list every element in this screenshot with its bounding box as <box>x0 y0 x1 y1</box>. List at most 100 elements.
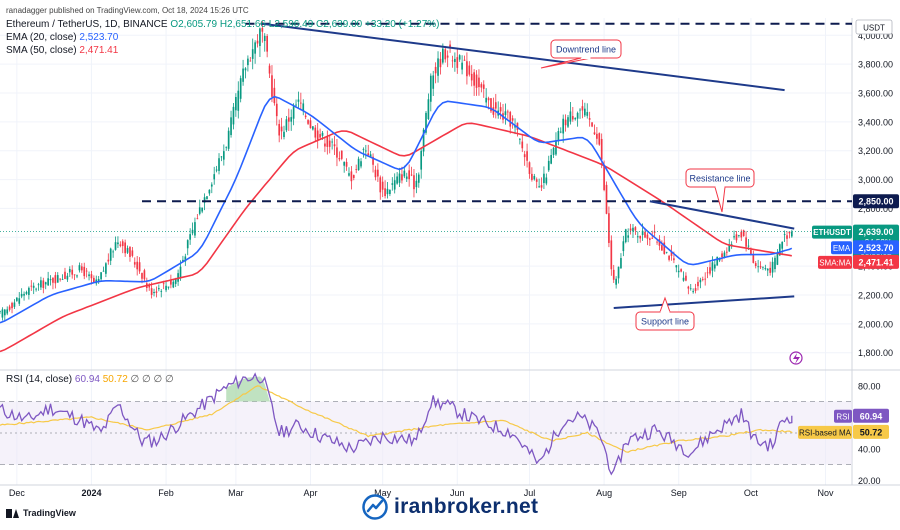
support-line <box>613 295 795 309</box>
candle-body <box>754 263 757 267</box>
candle-body <box>511 118 514 121</box>
time-tick-label: Oct <box>744 488 759 498</box>
candle-body <box>586 112 589 116</box>
rsi-legend[interactable]: RSI (14, close) 60.94 50.72 ∅ ∅ ∅ ∅ <box>6 374 174 386</box>
candle-body <box>584 108 586 116</box>
candle-body <box>136 261 139 270</box>
ema-legend[interactable]: EMA (20, close) 2,523.70 <box>6 32 118 44</box>
candle-body <box>646 234 649 239</box>
candle-body <box>239 78 242 99</box>
candle-body <box>165 285 167 291</box>
candle-body <box>432 75 435 89</box>
candle-body <box>528 162 531 174</box>
candle-body <box>639 235 642 239</box>
candle-body <box>417 174 420 183</box>
candle-body <box>179 266 182 278</box>
candle-body <box>88 274 90 277</box>
candle-body <box>781 241 784 249</box>
candle-body <box>429 75 432 102</box>
candle-body <box>350 171 353 182</box>
candle-body <box>3 309 6 316</box>
rsi-ma-value-tag-label: 50.72 <box>860 427 883 437</box>
candle-body <box>752 254 755 263</box>
candle-body <box>757 266 759 268</box>
candle-body <box>117 242 119 245</box>
candle-body <box>670 251 673 256</box>
candle-body <box>261 27 264 32</box>
candle-body <box>629 228 632 231</box>
candle-body <box>677 270 680 273</box>
candle-body <box>463 59 466 61</box>
candle-body <box>413 175 415 190</box>
candle-body <box>114 242 117 250</box>
candle-body <box>456 57 459 68</box>
candle-body <box>302 103 305 112</box>
candle-body <box>778 244 781 256</box>
symbol-legend[interactable]: Ethereum / TetherUS, 1D, BINANCE O2,605.… <box>6 19 439 31</box>
sma-side-tag-label: SMA:MA <box>819 258 851 267</box>
candle-body <box>745 237 747 247</box>
candle-body <box>42 280 45 288</box>
candle-body <box>610 240 613 270</box>
candle-body <box>174 279 177 284</box>
candle-body <box>588 118 591 120</box>
candle-body <box>398 173 401 183</box>
sma-value-tag-label: 2,471.41 <box>858 257 893 267</box>
candle-body <box>160 291 163 292</box>
candle-body <box>170 279 172 285</box>
candle-body <box>343 161 346 166</box>
candle-body <box>90 274 93 279</box>
candle-body <box>697 281 699 287</box>
candle-body <box>384 188 386 197</box>
candle-body <box>230 117 232 135</box>
tradingview-logo[interactable]: TradingView <box>6 508 76 518</box>
candle-body <box>567 117 569 127</box>
candle-body <box>598 133 601 145</box>
candle-body <box>709 267 711 274</box>
rsi-value-tag-label: 60.94 <box>860 411 883 421</box>
candle-body <box>109 248 112 261</box>
candle-body <box>612 269 615 280</box>
candle-body <box>535 179 538 182</box>
candle-body <box>405 176 408 179</box>
candle-body <box>290 117 293 122</box>
candle-body <box>379 177 382 193</box>
candle-body <box>102 270 105 272</box>
candle-body <box>632 227 634 232</box>
candle-body <box>367 153 370 156</box>
support-line-callout: Support line <box>635 296 695 331</box>
candle-body <box>685 275 687 281</box>
candle-body <box>232 106 235 125</box>
time-tick-label: Nov <box>818 488 835 498</box>
sma-legend-value: 2,471.41 <box>79 45 119 56</box>
candle-body <box>451 60 454 62</box>
sma-legend[interactable]: SMA (50, close) 2,471.41 <box>6 45 118 57</box>
candle-body <box>107 259 110 262</box>
candle-body <box>32 285 35 288</box>
candle-body <box>237 90 240 111</box>
support-line-callout-tail <box>659 296 671 313</box>
candle-body <box>64 271 66 279</box>
candle-body <box>478 77 480 88</box>
candle-body <box>634 227 637 231</box>
time-axis: Dec 2024 Feb Mar Apr May Jun Jul Aug Sep Oct Nov <box>9 488 834 498</box>
candle-body <box>766 268 769 271</box>
candle-body <box>648 238 651 240</box>
candle-body <box>256 40 259 44</box>
candle-body <box>487 98 490 101</box>
candle-body <box>357 158 360 171</box>
candle-body <box>218 158 220 171</box>
candle-body <box>304 115 307 118</box>
rsi-ma-line <box>0 385 793 453</box>
candle-body <box>186 240 189 249</box>
candle-body <box>54 275 57 284</box>
candle-body <box>131 250 134 256</box>
candle-body <box>47 278 49 286</box>
candle-body <box>485 97 488 103</box>
candle-body <box>210 184 213 187</box>
ema-value-tag-label: 2,523.70 <box>858 243 893 253</box>
watermark: iranbroker.net <box>362 494 538 520</box>
candle-body <box>701 279 704 280</box>
candle-body <box>410 174 413 176</box>
